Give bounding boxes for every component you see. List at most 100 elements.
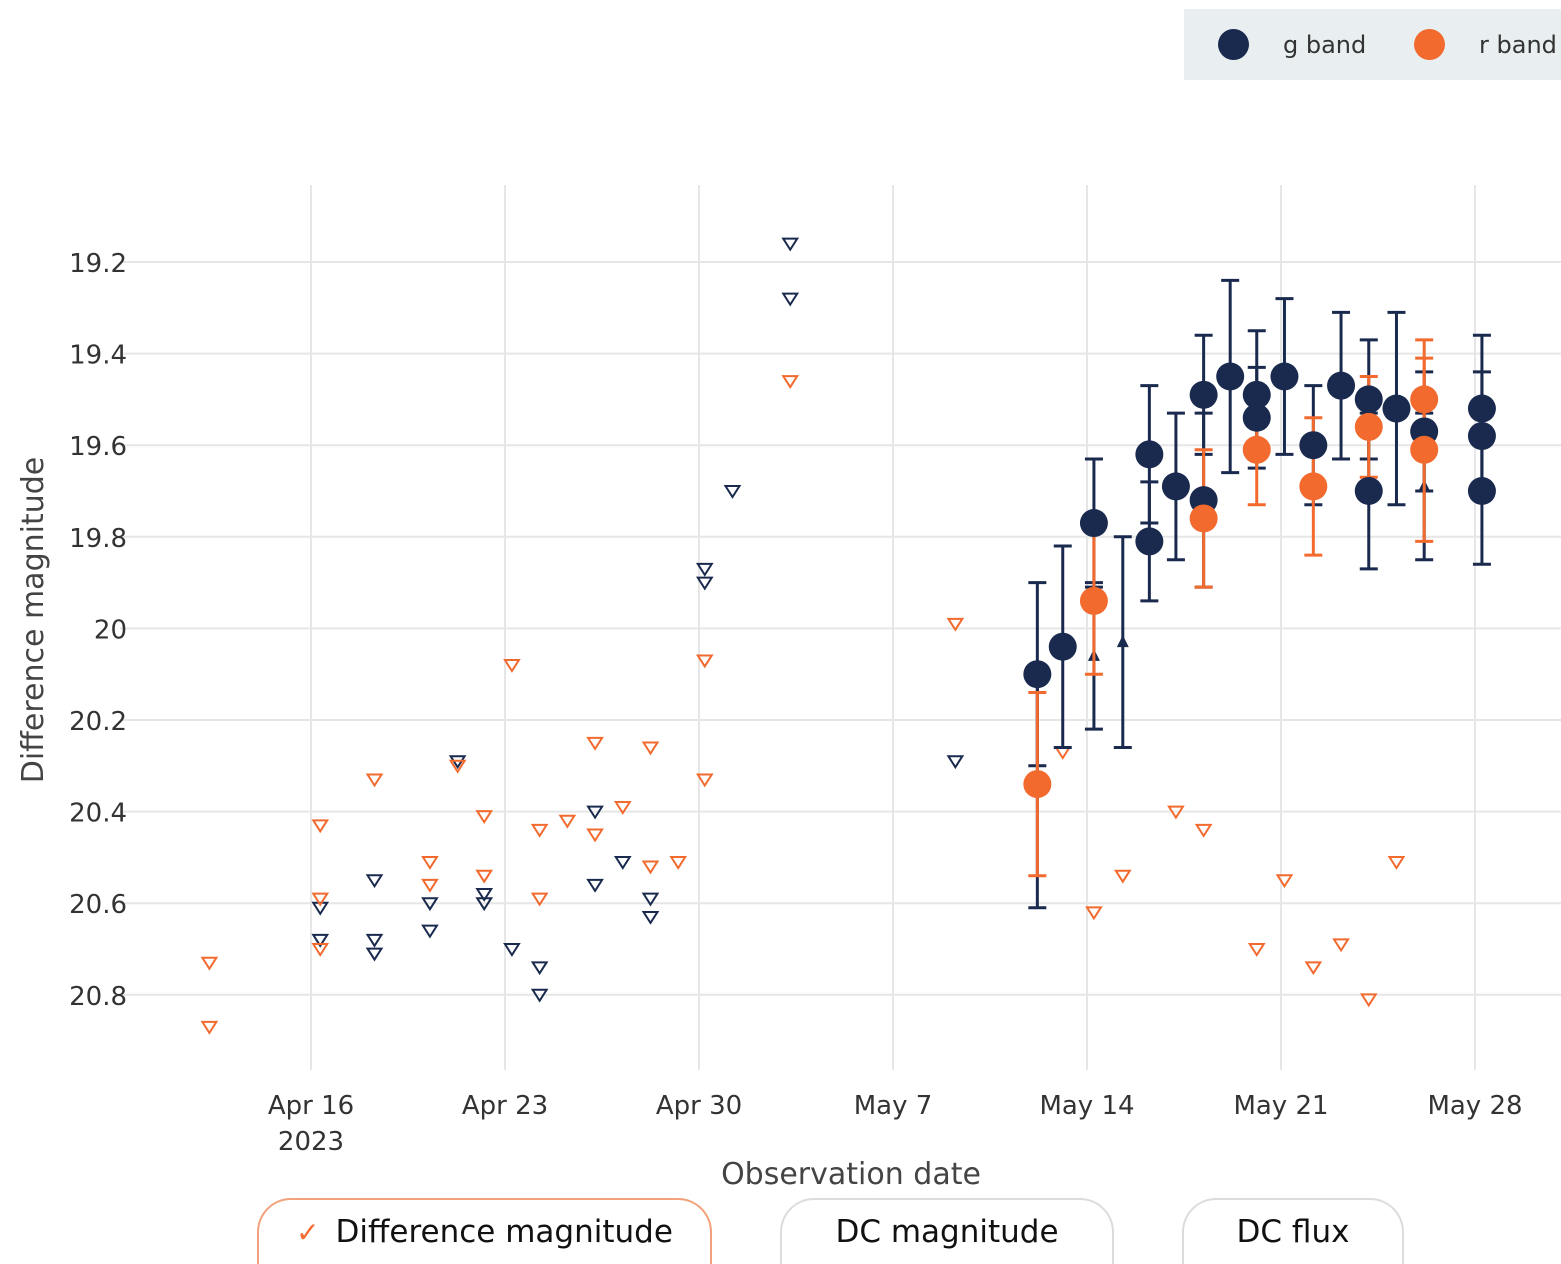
upper-limit-marker bbox=[695, 562, 714, 577]
legend: g band r band bbox=[1184, 9, 1561, 80]
upper-limit-marker bbox=[1085, 906, 1103, 921]
upper-limit-marker bbox=[641, 892, 660, 907]
detection-marker bbox=[1023, 770, 1052, 799]
x-axis-label: Observation date bbox=[721, 1157, 981, 1192]
difference-magnitude-button[interactable]: ✓ Difference magnitude bbox=[257, 1198, 712, 1264]
detection-marker bbox=[1048, 632, 1077, 661]
detection-marker bbox=[1023, 660, 1052, 689]
r-band-marker-icon bbox=[1414, 29, 1445, 60]
x-tick-label: May 7 bbox=[854, 1091, 933, 1121]
upper-limit-marker bbox=[695, 773, 714, 788]
forced-photometry-marker bbox=[1116, 635, 1129, 648]
detection-marker bbox=[1161, 472, 1190, 501]
upper-limit-marker bbox=[641, 910, 660, 925]
upper-limit-marker bbox=[475, 810, 494, 825]
upper-limit-marker bbox=[365, 947, 384, 962]
legend-item-r[interactable]: r band bbox=[1414, 9, 1557, 80]
dc-flux-button[interactable]: DC flux bbox=[1182, 1198, 1404, 1264]
dc-flux-label: DC flux bbox=[1236, 1214, 1350, 1250]
difference-magnitude-label: Difference magnitude bbox=[335, 1214, 673, 1250]
detection-marker bbox=[1467, 477, 1496, 505]
checkmark-icon: ✓ bbox=[296, 1215, 320, 1249]
dc-magnitude-button[interactable]: DC magnitude bbox=[780, 1198, 1114, 1264]
x-tick-label: Apr 30 bbox=[656, 1091, 742, 1121]
detection-marker bbox=[1189, 504, 1218, 533]
upper-limit-marker bbox=[1167, 805, 1185, 820]
upper-limit-marker bbox=[781, 237, 800, 252]
upper-limit-marker bbox=[503, 943, 521, 957]
detection-marker bbox=[1410, 435, 1439, 464]
detection-marker bbox=[1382, 394, 1411, 423]
dc-magnitude-label: DC magnitude bbox=[835, 1214, 1059, 1250]
upper-limit-marker bbox=[1247, 943, 1266, 957]
y-tick-label: 20 bbox=[94, 615, 127, 645]
data-marks bbox=[200, 237, 1496, 1035]
upper-limit-marker bbox=[365, 874, 384, 889]
detection-marker bbox=[1327, 371, 1356, 400]
y-axis-ticks: 19.2 19.4 19.6 19.8 20 20.2 20.4 20.6 20.8 bbox=[69, 249, 127, 1012]
upper-limit-marker bbox=[311, 933, 330, 948]
x-tick-label: May 28 bbox=[1427, 1091, 1522, 1121]
upper-limit-marker bbox=[1304, 961, 1323, 976]
upper-limit-marker bbox=[421, 855, 439, 870]
y-tick-label: 19.6 bbox=[69, 432, 127, 462]
upper-limit-marker bbox=[723, 485, 742, 499]
grid-lines bbox=[120, 185, 1561, 1070]
detection-marker bbox=[1242, 380, 1271, 409]
upper-limit-marker bbox=[200, 1020, 219, 1035]
upper-limit-marker bbox=[586, 828, 604, 843]
upper-limit-marker bbox=[448, 759, 467, 774]
upper-limit-marker bbox=[586, 736, 604, 751]
upper-limit-marker bbox=[365, 773, 384, 788]
upper-limit-marker bbox=[781, 375, 800, 389]
upper-limit-marker bbox=[641, 741, 660, 756]
detection-marker bbox=[1242, 403, 1271, 432]
upper-limit-marker bbox=[1332, 938, 1350, 953]
upper-limit-marker bbox=[421, 878, 439, 893]
upper-limit-marker bbox=[311, 892, 330, 907]
upper-limit-marker bbox=[695, 576, 714, 591]
detection-marker bbox=[1467, 394, 1496, 423]
upper-limit-marker bbox=[200, 956, 219, 971]
upper-limit-marker bbox=[1113, 869, 1132, 884]
upper-limit-marker bbox=[1275, 874, 1294, 889]
upper-limit-marker bbox=[365, 933, 384, 948]
upper-limit-marker bbox=[946, 617, 965, 632]
y-tick-label: 19.2 bbox=[69, 249, 127, 279]
legend-item-g[interactable]: g band bbox=[1218, 9, 1366, 80]
upper-limit-marker bbox=[586, 878, 604, 893]
detection-marker bbox=[1135, 440, 1164, 469]
upper-limit-marker bbox=[530, 961, 549, 976]
upper-limit-marker bbox=[503, 659, 521, 673]
x-axis-ticks: Apr 16 2023 Apr 23 Apr 30 May 7 May 14 May 21 M… bbox=[268, 1091, 1523, 1157]
y-tick-label: 20.4 bbox=[69, 799, 127, 829]
upper-limit-marker bbox=[1359, 993, 1378, 1008]
upper-limit-marker bbox=[475, 897, 494, 912]
detection-marker bbox=[1189, 380, 1218, 409]
x-tick-sublabel: 2023 bbox=[278, 1127, 344, 1157]
upper-limit-marker bbox=[311, 943, 330, 957]
upper-limit-marker bbox=[781, 292, 800, 307]
y-tick-label: 20.6 bbox=[69, 890, 127, 920]
upper-limit-marker bbox=[669, 855, 688, 870]
upper-limit-marker bbox=[586, 805, 604, 820]
upper-limit-marker bbox=[530, 823, 549, 838]
upper-limit-marker bbox=[475, 869, 494, 884]
upper-limit-marker bbox=[311, 819, 330, 834]
upper-limit-marker bbox=[530, 892, 549, 907]
x-tick-label: May 21 bbox=[1233, 1091, 1328, 1121]
g-band-marker-icon bbox=[1218, 29, 1249, 60]
legend-label-g: g band bbox=[1283, 30, 1367, 59]
detection-marker bbox=[1216, 362, 1245, 391]
detection-marker bbox=[1079, 509, 1108, 538]
y-tick-label: 20.2 bbox=[69, 707, 127, 737]
upper-limit-marker bbox=[613, 855, 632, 870]
detection-marker bbox=[1410, 385, 1439, 414]
y-tick-label: 19.4 bbox=[69, 341, 127, 371]
y-tick-label: 19.8 bbox=[69, 524, 127, 554]
upper-limit-marker bbox=[530, 988, 549, 1003]
detection-marker bbox=[1354, 385, 1383, 414]
upper-limit-marker bbox=[695, 654, 714, 669]
upper-limit-marker bbox=[421, 924, 439, 939]
